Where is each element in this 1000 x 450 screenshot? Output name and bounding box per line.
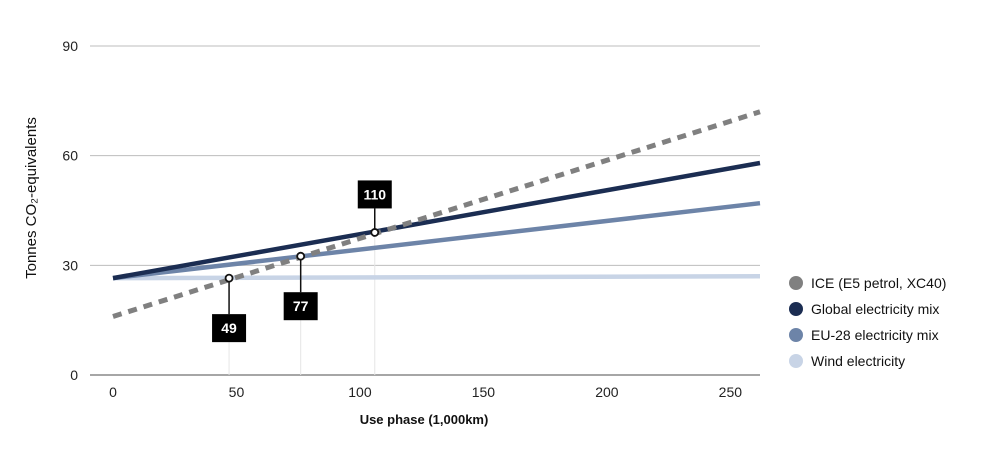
y-tick-label: 30 xyxy=(62,257,78,273)
annotation-label: 110 xyxy=(363,186,386,202)
legend-entry: Wind electricity xyxy=(811,353,905,369)
x-tick-label: 0 xyxy=(109,384,117,400)
annotations: 110 77 49 xyxy=(212,180,392,343)
legend-entry: EU-28 electricity mix xyxy=(811,327,939,343)
x-tick-label: 150 xyxy=(472,384,496,400)
y-tick-label: 0 xyxy=(70,367,78,383)
annotation-box xyxy=(212,314,247,343)
series-lines xyxy=(112,109,761,319)
x-axis-ticks: 0 50 100 150 200 250 xyxy=(109,384,742,400)
legend-swatch xyxy=(789,302,803,316)
y-tick-label: 90 xyxy=(62,38,78,54)
legend-entry: ICE (E5 petrol, XC40) xyxy=(811,275,946,291)
series-line xyxy=(112,200,761,281)
x-axis-label: Use phase (1,000km) xyxy=(360,412,489,427)
legend-entry: Global electricity mix xyxy=(811,301,939,317)
y-axis-ticks: 0 30 60 90 xyxy=(62,38,78,383)
x-tick-label: 200 xyxy=(595,384,619,400)
legend-swatch xyxy=(789,354,803,368)
annotation-marker xyxy=(296,251,306,261)
annotation-box xyxy=(357,180,392,209)
series-line xyxy=(112,109,761,319)
annotation-label: 49 xyxy=(221,320,237,336)
annotation-label: 77 xyxy=(293,298,309,314)
annotation-marker xyxy=(370,228,380,237)
annotation-marker xyxy=(224,273,234,283)
series-line xyxy=(112,160,761,281)
x-tick-label: 250 xyxy=(719,384,743,400)
legend-swatch xyxy=(789,328,803,342)
x-tick-label: 100 xyxy=(348,384,372,400)
grid-lines xyxy=(90,45,760,376)
y-tick-label: 60 xyxy=(62,148,78,164)
annotation-box xyxy=(283,292,318,321)
series-line xyxy=(112,274,761,281)
x-tick-label: 50 xyxy=(229,384,245,400)
y-axis-label: Tonnes CO₂-equivalents xyxy=(23,117,40,279)
legend-swatch xyxy=(789,276,803,290)
legend: ICE (E5 petrol, XC40) Global electricity … xyxy=(789,275,946,369)
